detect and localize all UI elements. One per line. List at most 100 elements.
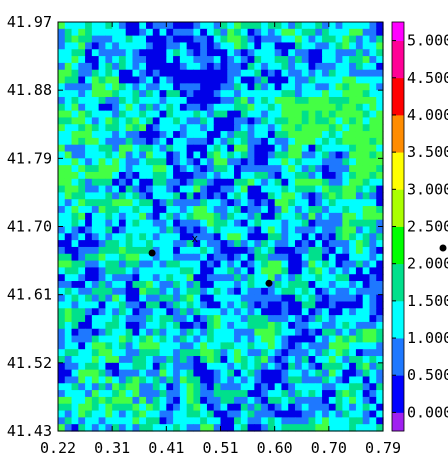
field-cell xyxy=(355,267,364,275)
field-cell xyxy=(261,212,269,221)
field-cell xyxy=(227,212,235,221)
field-cell xyxy=(64,294,73,303)
field-cell xyxy=(58,117,66,125)
field-cell xyxy=(91,144,100,153)
field-cell xyxy=(166,376,174,384)
field-cell xyxy=(118,274,127,282)
field-cell xyxy=(247,260,255,268)
field-cell xyxy=(91,56,100,64)
field-cell xyxy=(261,410,269,418)
field-cell xyxy=(261,62,269,71)
field-cell xyxy=(64,226,73,234)
field-cell xyxy=(247,206,255,214)
field-cell xyxy=(301,424,310,432)
field-cell xyxy=(274,219,283,228)
field-cell xyxy=(301,403,310,412)
field-cell xyxy=(91,390,100,398)
field-cell xyxy=(227,22,235,30)
field-cell xyxy=(254,28,262,37)
field-cell xyxy=(112,28,120,37)
field-cell xyxy=(193,35,201,44)
field-cell xyxy=(85,137,93,146)
field-cell xyxy=(220,219,228,228)
field-cell xyxy=(247,137,255,146)
field-cell xyxy=(301,383,310,391)
field-cell xyxy=(125,267,134,275)
field-cell xyxy=(118,151,127,159)
field-cell xyxy=(308,103,316,112)
field-cell xyxy=(369,335,377,343)
field-cell xyxy=(78,117,86,125)
field-cell xyxy=(376,308,384,316)
field-cell xyxy=(261,315,269,323)
field-cell xyxy=(213,417,222,425)
field-cell xyxy=(91,151,100,159)
field-cell xyxy=(322,110,330,119)
field-cell xyxy=(288,110,296,119)
field-cell xyxy=(206,103,215,112)
field-cell xyxy=(105,246,113,255)
field-cell xyxy=(105,233,113,241)
field-cell xyxy=(206,124,215,132)
field-cell xyxy=(247,124,255,132)
field-cell xyxy=(376,144,384,153)
field-cell xyxy=(322,362,330,371)
field-cell xyxy=(220,335,228,343)
field-cell xyxy=(349,321,357,330)
field-cell xyxy=(186,362,195,371)
field-cell xyxy=(159,376,167,384)
field-cell xyxy=(355,178,364,187)
field-cell xyxy=(179,49,188,57)
field-cell xyxy=(254,321,262,330)
field-cell xyxy=(369,158,377,166)
field-cell xyxy=(105,362,113,371)
field-cell xyxy=(301,185,310,194)
field-cell xyxy=(227,178,235,187)
field-cell xyxy=(254,151,262,159)
field-cell xyxy=(98,192,106,200)
field-cell xyxy=(308,117,316,125)
field-cell xyxy=(274,131,283,139)
field-cell xyxy=(179,103,188,112)
field-cell xyxy=(281,192,289,200)
field-cell xyxy=(206,158,215,166)
field-cell xyxy=(335,287,343,296)
field-cell xyxy=(240,328,249,337)
field-cell xyxy=(166,342,174,350)
field-cell xyxy=(281,281,289,289)
field-cell xyxy=(58,335,66,343)
field-cell xyxy=(91,274,100,282)
field-cell xyxy=(64,287,73,296)
field-cell xyxy=(166,219,174,228)
field-cell xyxy=(274,42,283,50)
field-cell xyxy=(308,69,316,78)
field-cell xyxy=(240,171,249,180)
field-cell xyxy=(105,206,113,214)
field-cell xyxy=(173,49,181,57)
field-cell xyxy=(166,117,174,125)
field-cell xyxy=(342,185,350,194)
field-cell xyxy=(146,83,154,91)
field-cell xyxy=(132,349,140,357)
field-cell xyxy=(234,260,242,268)
field-cell xyxy=(71,90,79,98)
field-cell xyxy=(267,151,276,159)
field-cell xyxy=(146,267,154,275)
field-cell xyxy=(206,315,215,323)
field-cell xyxy=(159,199,167,207)
field-cell xyxy=(132,144,140,153)
field-cell xyxy=(362,35,371,44)
field-cell xyxy=(152,144,161,153)
field-cell xyxy=(206,267,215,275)
field-cell xyxy=(267,185,276,194)
field-cell xyxy=(342,165,350,173)
field-cell xyxy=(328,185,337,194)
field-cell xyxy=(234,56,242,64)
field-cell xyxy=(125,124,134,132)
field-cell xyxy=(58,199,66,207)
field-cell xyxy=(240,240,249,248)
field-cell xyxy=(85,28,93,37)
field-cell xyxy=(376,287,384,296)
field-cell xyxy=(349,22,357,30)
field-cell xyxy=(173,321,181,330)
